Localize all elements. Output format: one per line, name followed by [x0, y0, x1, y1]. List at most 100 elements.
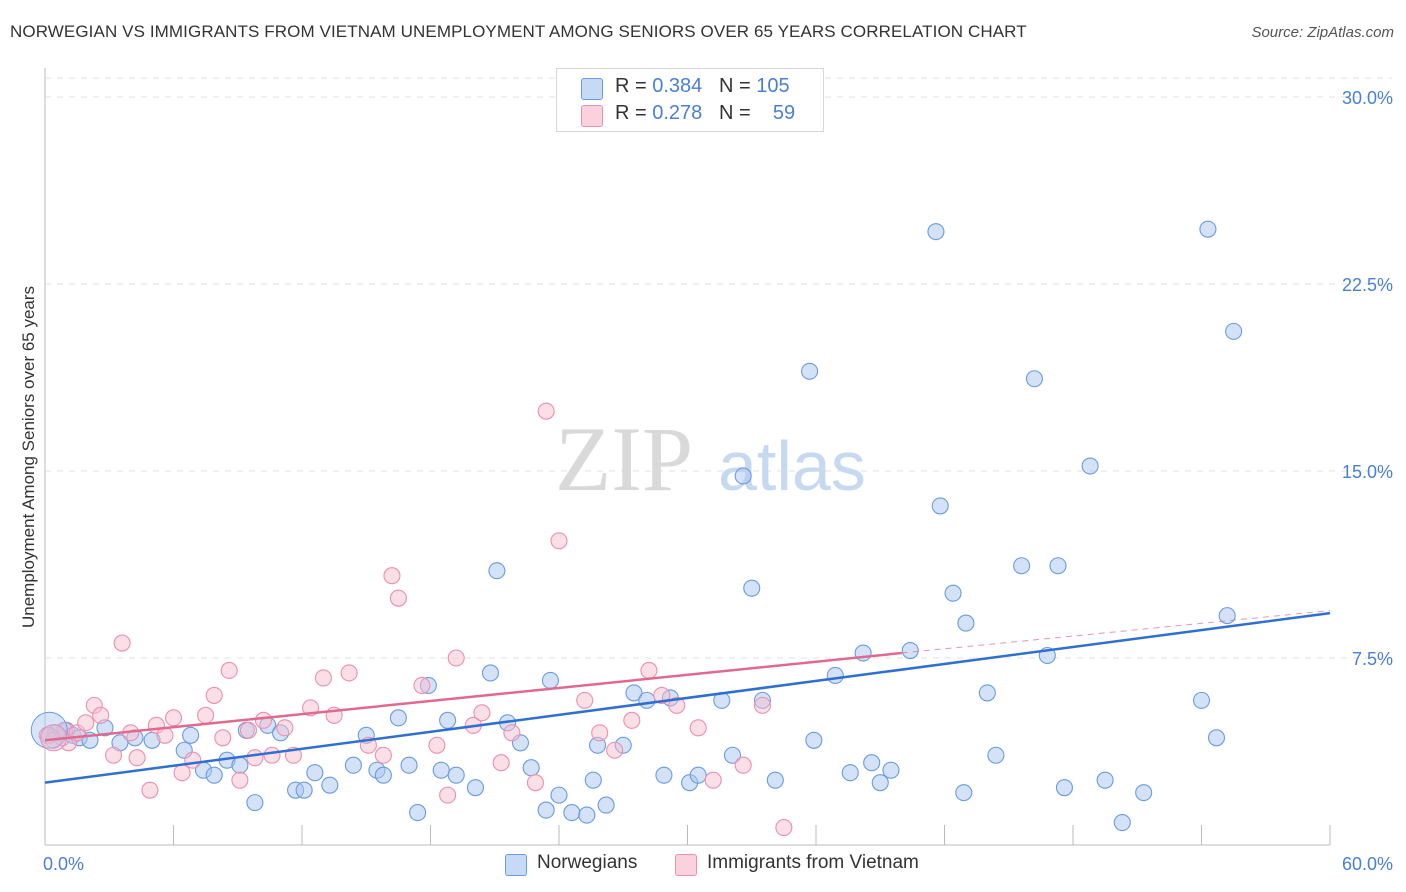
norwegian-point-64	[805, 731, 823, 749]
norwegian-point-29	[389, 709, 407, 727]
norwegian-point-36	[466, 779, 485, 797]
norwegian-point-34	[439, 711, 457, 729]
vietnam-point-23	[239, 721, 258, 739]
vietnam-point-39	[439, 786, 457, 804]
vietnam-point-46	[537, 402, 555, 420]
chart-title: NORWEGIAN VS IMMIGRANTS FROM VIETNAM UNE…	[10, 22, 1027, 41]
vietnam-point-55	[689, 719, 707, 737]
vietnam-point-11	[128, 749, 146, 767]
norwegian-point-44	[550, 786, 568, 804]
norwegian-point-25	[344, 756, 362, 774]
vietnam-point-43	[492, 754, 510, 772]
norwegian-point-80	[1025, 370, 1043, 388]
vietnam-point-56	[704, 771, 722, 789]
norwegian-point-31	[409, 804, 427, 822]
bottom-legend-swatch-vietnam	[675, 854, 697, 876]
norwegian-point-56	[689, 766, 707, 784]
legend-stats-vietnam: R = 0.278 N = 59	[615, 102, 796, 124]
vietnam-point-21	[220, 661, 238, 680]
norwegian-point-89	[1192, 691, 1211, 709]
norwegian-point-23	[306, 764, 324, 782]
y-tick-label-3: 30.0%	[1342, 88, 1393, 108]
norwegian-point-53	[655, 766, 673, 784]
vietnam-point-17	[184, 751, 202, 769]
vietnam-point-58	[753, 696, 772, 714]
vietnam-point-12	[141, 781, 159, 799]
norwegian-point-72	[927, 223, 945, 241]
norwegian-point-43	[541, 671, 559, 689]
norwegian-point-86	[1113, 814, 1131, 832]
vietnam-trend-line	[44, 651, 902, 742]
y-tick-label-1: 15.0%	[1342, 462, 1393, 482]
norwegian-point-45	[563, 804, 581, 822]
data-points	[30, 220, 1243, 837]
vietnam-point-25	[254, 711, 273, 729]
vietnam-point-5	[77, 714, 95, 732]
norwegian-point-37	[481, 664, 500, 682]
vietnam-point-22	[231, 771, 249, 789]
axes	[44, 68, 1331, 846]
vietnam-point-15	[164, 709, 183, 727]
norwegian-point-58	[723, 746, 742, 764]
norwegian-point-91	[1225, 322, 1243, 340]
legend-swatch-vietnam	[581, 105, 603, 127]
norwegian-point-90	[1207, 729, 1226, 747]
norwegian-point-35	[447, 766, 465, 784]
vietnam-point-42	[473, 704, 491, 722]
norwegian-point-87	[1135, 784, 1153, 802]
vietnam-point-50	[606, 741, 624, 759]
vietnam-point-24	[246, 749, 264, 767]
norwegian-point-75	[955, 784, 973, 802]
norwegian-point-52	[638, 691, 656, 709]
norwegian-point-62	[766, 771, 784, 789]
norwegian-point-69	[871, 774, 889, 792]
vietnam-point-51	[623, 711, 641, 729]
norwegian-point-79	[1013, 557, 1031, 575]
trend-lines	[44, 610, 1331, 784]
vietnam-point-47	[550, 532, 568, 550]
vietnam-point-54	[668, 696, 686, 714]
x-tick-label-min: 0.0%	[43, 854, 84, 874]
watermark-zip: ZIP	[555, 408, 693, 510]
vietnam-point-40	[447, 649, 465, 667]
norwegian-point-38	[488, 562, 506, 580]
vietnam-point-59	[775, 818, 793, 837]
norwegian-point-65	[826, 666, 844, 685]
vietnam-point-9	[113, 634, 131, 652]
vietnam-point-38	[428, 736, 446, 754]
norwegian-point-16	[231, 756, 249, 774]
norwegian-point-59	[734, 467, 752, 485]
norwegian-point-12	[182, 726, 200, 744]
norwegian-point-92	[1218, 607, 1236, 625]
vietnam-point-44	[503, 724, 521, 742]
norwegian-point-28	[374, 766, 392, 784]
vietnam-point-18	[197, 706, 215, 724]
vietnam-point-19	[205, 686, 223, 704]
norwegian-point-24	[321, 776, 339, 794]
norwegian-point-46	[578, 806, 596, 824]
bottom-legend-swatch-norwegians	[505, 854, 527, 876]
y-tick-label-2: 22.5%	[1342, 275, 1393, 295]
norwegian-point-42	[537, 801, 555, 819]
norwegian-trend-line	[44, 611, 1331, 784]
bottom-legend-label-norwegians: Norwegians	[537, 852, 638, 873]
norwegian-point-14	[205, 766, 223, 784]
norwegian-point-30	[400, 756, 418, 774]
norwegian-point-74	[944, 584, 962, 602]
norwegian-point-77	[978, 684, 996, 702]
vietnam-point-30	[314, 669, 332, 687]
vietnam-point-52	[640, 661, 658, 680]
norwegian-point-78	[987, 746, 1005, 764]
y-tick-label-0: 7.5%	[1352, 649, 1393, 669]
norwegian-point-18	[246, 794, 264, 812]
norwegian-point-33	[432, 761, 450, 779]
x-tick-label-max: 60.0%	[1342, 854, 1393, 874]
norwegian-point-84	[1081, 457, 1099, 475]
vietnam-point-49	[591, 724, 609, 742]
legend-swatch-norwegians	[581, 78, 603, 100]
legend-stats-norwegians: R = 0.384 N = 105	[615, 75, 790, 97]
norwegian-point-66	[841, 764, 859, 782]
norwegian-point-51	[625, 684, 643, 702]
norwegian-point-71	[901, 641, 919, 660]
